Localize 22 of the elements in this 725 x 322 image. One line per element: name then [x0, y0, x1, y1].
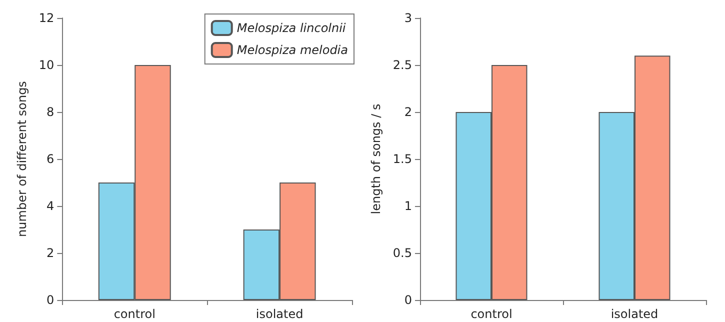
- x-tick-label: isolated: [610, 307, 658, 321]
- y-tick-label: 3: [404, 11, 412, 25]
- legend-label: Melospiza lincolnii: [236, 21, 346, 35]
- y-axis-title: length of songs / s: [369, 104, 383, 214]
- y-tick-label: 0.5: [392, 246, 412, 260]
- x-tick-label: control: [470, 307, 512, 321]
- y-tick-label: 1: [404, 199, 412, 213]
- legend-label: Melospiza melodia: [236, 43, 348, 57]
- y-tick-label: 0: [404, 293, 412, 307]
- y-tick-label: 4: [46, 199, 54, 213]
- x-tick-label: control: [114, 307, 156, 321]
- y-tick-label: 12: [38, 11, 54, 25]
- y-tick-label: 1.5: [392, 152, 412, 166]
- y-axis-title: number of different songs: [15, 81, 29, 237]
- y-tick-label: 2: [46, 246, 54, 260]
- y-tick-label: 8: [46, 105, 54, 119]
- y-tick-label: 0: [46, 293, 54, 307]
- y-tick-label: 2.5: [392, 58, 412, 72]
- y-tick-label: 10: [38, 58, 54, 72]
- y-tick-label: 6: [46, 152, 54, 166]
- y-tick-label: 2: [404, 105, 412, 119]
- x-tick-label: isolated: [256, 307, 304, 321]
